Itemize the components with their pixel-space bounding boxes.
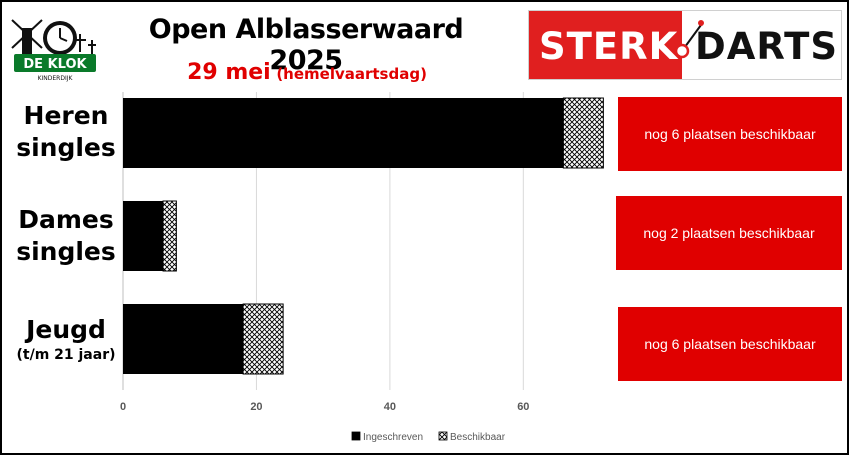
- x-tick-label: 60: [517, 401, 529, 413]
- category-label-heren: Heren singles: [12, 100, 120, 164]
- category-jeugd-note: (t/m 21 jaar): [16, 347, 116, 363]
- legend-label-1: Beschikbaar: [450, 432, 506, 443]
- availability-badge-jeugd: nog 6 plaatsen beschikbaar: [618, 307, 842, 381]
- dart-icon: [674, 20, 704, 59]
- event-date-note: (hemelvaartsdag): [276, 65, 427, 83]
- category-heren-line1: Heren: [23, 101, 109, 130]
- x-tick-label: 40: [384, 401, 396, 413]
- sponsor-red-block: [529, 11, 682, 79]
- sterk-darts-logo: STERK DARTS: [528, 10, 842, 80]
- x-tick-label: 0: [120, 401, 126, 413]
- sponsor-word-1: STERK: [539, 25, 679, 68]
- bar-beschikbaar-1: [162, 200, 177, 272]
- bar-beschikbaar-2: [242, 303, 284, 375]
- category-dames-line1: Dames: [18, 205, 114, 234]
- x-tick-label: 20: [250, 401, 262, 413]
- category-label-jeugd: Jeugd (t/m 21 jaar): [12, 314, 120, 364]
- bar-beschikbaar-0: [562, 97, 604, 169]
- event-date: 29 mei (hemelvaartsdag): [152, 60, 462, 85]
- availability-badge-heren: nog 6 plaatsen beschikbaar: [618, 97, 842, 171]
- bar-ingeschreven-1: [123, 201, 164, 271]
- availability-badge-dames: nog 2 plaatsen beschikbaar: [616, 196, 842, 270]
- legend-swatch-0: [351, 431, 361, 441]
- legend-swatch-1: [438, 431, 448, 441]
- category-heren-line2: singles: [16, 133, 116, 162]
- category-jeugd-line1: Jeugd: [26, 315, 106, 344]
- event-date-main: 29 mei: [187, 60, 271, 85]
- de-klok-logo: DE KLOK KINDERDIJK: [11, 19, 96, 82]
- category-dames-line2: singles: [16, 237, 116, 266]
- sponsor-word-2: DARTS: [695, 25, 839, 68]
- bar-ingeschreven-2: [123, 304, 244, 374]
- bar-ingeschreven-0: [123, 98, 564, 168]
- svg-text:DE KLOK: DE KLOK: [23, 57, 87, 72]
- svg-text:KINDERDIJK: KINDERDIJK: [38, 75, 74, 82]
- category-label-dames: Dames singles: [12, 204, 120, 268]
- legend-label-0: Ingeschreven: [363, 432, 423, 443]
- page-title: Open Alblasserwaard 2025: [148, 14, 464, 76]
